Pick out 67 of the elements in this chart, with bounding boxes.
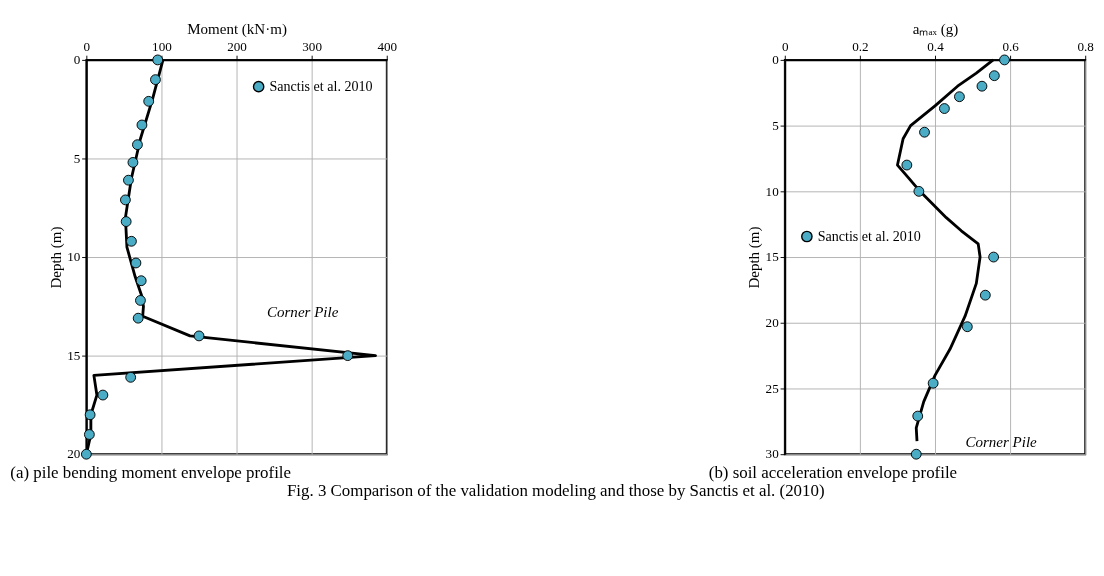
y-axis-title: Depth (m) [47,226,65,289]
legend-label: Sanctis et al. 2010 [817,228,921,245]
point [135,295,146,306]
point [913,185,925,197]
point [83,429,95,440]
point [130,257,142,269]
text: (a) pile bending moment envelope profile [10,462,292,482]
y-tick-label: 10 [67,249,81,265]
x-tick-label: 0.6 [1002,39,1020,54]
x-tick-label: 0.2 [852,39,869,54]
point [912,410,924,422]
x-tick-label: 100 [152,39,173,54]
point [120,194,131,206]
x-tick-label: 0 [83,39,91,54]
x-tick-label: 0.4 [927,39,945,54]
x-axis-title: Moment (kN·m) [187,21,287,39]
y-tick-label: 25 [765,380,780,396]
point [150,74,161,86]
point [954,91,965,103]
point [910,448,922,460]
point [961,321,973,333]
annotation: Corner Pile [965,434,1038,451]
y-axis-title: Depth (m) [746,226,763,289]
point [939,103,950,114]
point [901,159,913,171]
point [132,139,143,151]
x-tick-label: 200 [227,39,248,54]
point [152,54,164,66]
caption: Fig. 3 Comparison of the validation modeling and those by Sanctis et al. (2010) [286,481,825,501]
x-axis-title: aₘₐₓ (g) [912,21,959,39]
y-tick-label: 20 [765,315,780,330]
point [80,448,92,460]
point [126,235,137,247]
point [988,70,1000,82]
point [136,119,148,131]
point [97,389,109,401]
y-tick-label: 10 [765,183,780,199]
y-tick-label: 15 [67,347,81,363]
point [135,275,147,287]
y-tick-label: 15 [765,249,780,265]
point [976,80,988,92]
x-tick-label: 400 [377,39,398,54]
point [143,95,155,107]
point [999,54,1010,66]
x-tick-label: 300 [302,39,323,54]
point [123,174,134,186]
legend-label: Sanctis et al. 2010 [269,78,373,95]
point [927,377,939,389]
y-tick-label: 5 [772,117,780,133]
y-tick-label: 0 [772,52,780,68]
point [127,157,139,168]
text: (b) soil acceleration envelope profile [708,462,958,482]
point [125,371,137,383]
point [84,409,96,421]
point [979,289,991,301]
y-tick-label: 5 [73,150,81,166]
y-tick-label: 0 [73,52,81,68]
point [919,126,930,138]
point [342,350,354,362]
point [132,312,144,324]
y-tick-label: 20 [67,446,81,462]
point [988,251,999,263]
x-tick-label: 0.8 [1077,39,1095,54]
point [120,216,132,227]
y-tick-label: 30 [765,446,780,462]
annotation: Corner Pile [267,303,339,320]
point [193,330,205,342]
